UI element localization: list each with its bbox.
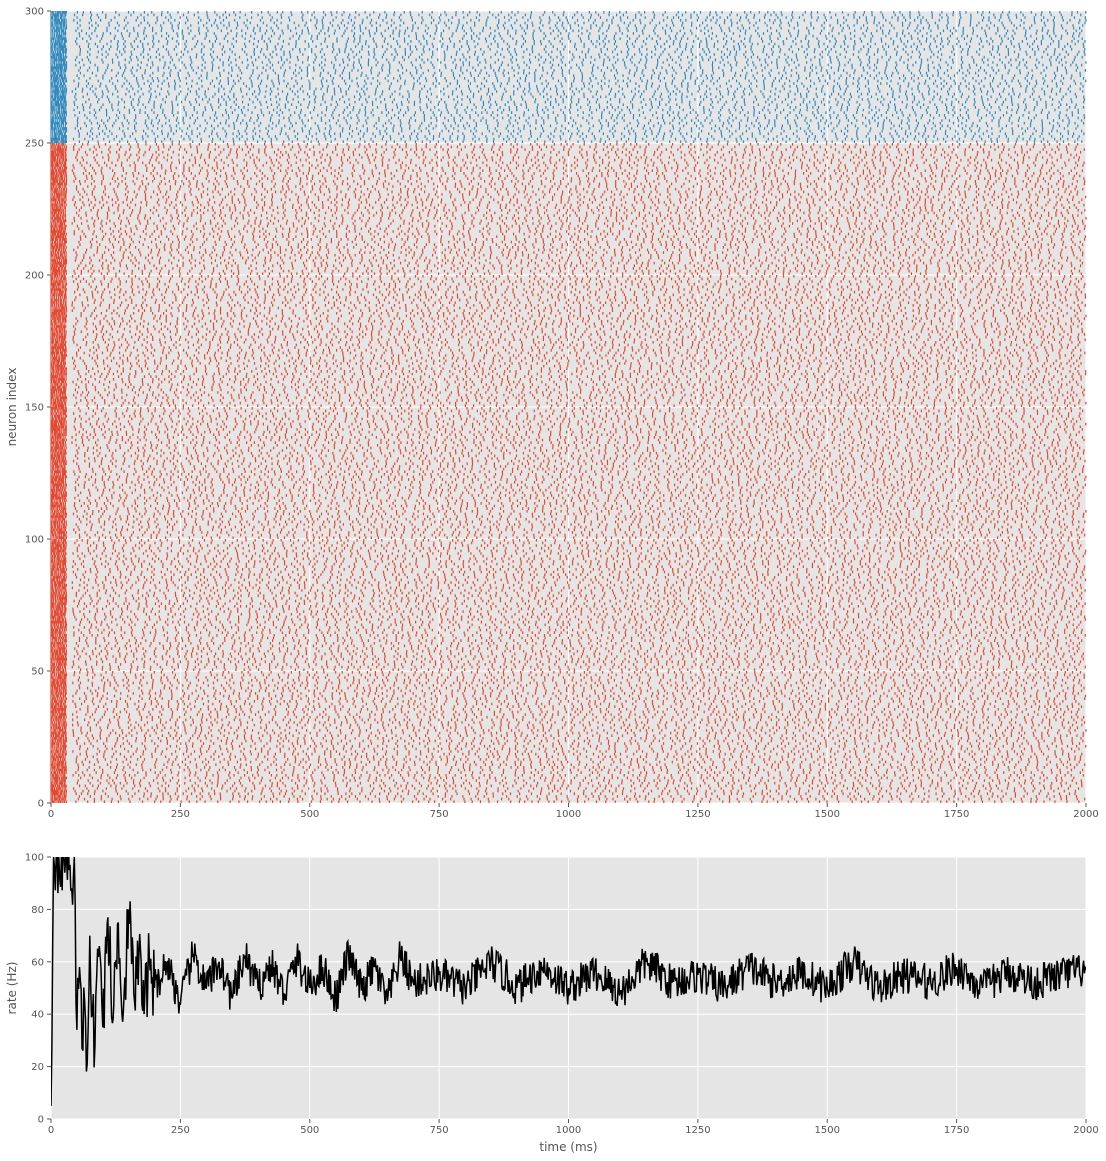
raster-x-tick-label: 1750	[944, 809, 969, 820]
rate-plot: 0 250 500 750 1000 1250 1500 1750 2000 0 20 40 60 80 1…	[5, 853, 1099, 1155]
rate-y-tick-label: 40	[31, 1010, 44, 1021]
raster-x-tick-label: 1500	[815, 809, 840, 820]
rate-y-axis-label: rate (Hz)	[5, 962, 19, 1015]
rate-x-tick-label: 250	[171, 1125, 190, 1136]
inhibitory-spikes	[50, 11, 1087, 143]
rate-y-tick-label: 100	[25, 853, 44, 864]
rate-x-tick-label: 1500	[815, 1125, 840, 1136]
raster-x-tick-label: 1000	[556, 809, 581, 820]
rate-y-tick-label: 60	[31, 957, 44, 968]
rate-x-tick-label: 1250	[685, 1125, 710, 1136]
raster-x-tick-label: 250	[171, 809, 190, 820]
raster-x-tick-label: 2000	[1073, 809, 1098, 820]
rate-y-tick-label: 80	[31, 905, 44, 916]
excitatory-spikes	[50, 143, 1087, 803]
rate-x-tick-label: 2000	[1073, 1125, 1098, 1136]
raster-y-tick-label: 200	[25, 271, 44, 282]
raster-x-tick-label: 1250	[685, 809, 710, 820]
raster-x-tick-label: 0	[48, 809, 54, 820]
raster-x-tick-label: 500	[300, 809, 319, 820]
rate-y-tick-label: 20	[31, 1062, 44, 1073]
raster-y-tick-label: 150	[25, 403, 44, 414]
rate-x-tick-label: 0	[48, 1125, 54, 1136]
rate-x-tick-label: 1000	[556, 1125, 581, 1136]
rate-x-axis-label: time (ms)	[539, 1140, 597, 1154]
rate-line	[51, 857, 1086, 1106]
raster-y-tick-label: 250	[25, 139, 44, 150]
raster-y-axis-label: neuron index	[5, 368, 19, 447]
rate-x-tick-label: 1750	[944, 1125, 969, 1136]
raster-y-tick-label: 0	[38, 799, 44, 810]
rate-y-tick-label: 0	[38, 1115, 44, 1126]
raster-plot: 0 250 500 750 1000 1250 1500 1750 2000 0 50 100 150 2…	[5, 7, 1099, 821]
raster-y-tick-label: 100	[25, 535, 44, 546]
rate-x-tick-label: 500	[300, 1125, 319, 1136]
raster-x-tick-label: 750	[430, 809, 449, 820]
raster-y-tick-label: 50	[31, 667, 44, 678]
rate-x-tick-label: 750	[430, 1125, 449, 1136]
raster-y-tick-label: 300	[25, 7, 44, 18]
